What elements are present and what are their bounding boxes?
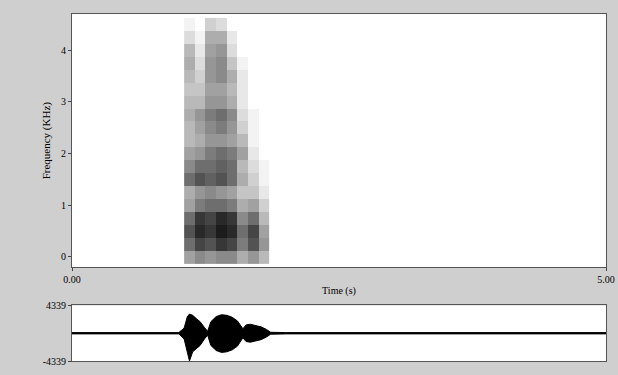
svg-text:Frequency (KHz): Frequency (KHz) [40, 102, 53, 180]
svg-text:-4339: -4339 [43, 356, 66, 367]
svg-text:0: 0 [61, 251, 66, 262]
svg-text:2: 2 [61, 148, 66, 159]
svg-text:4339: 4339 [46, 300, 66, 311]
svg-text:5.00: 5.00 [597, 274, 615, 285]
svg-text:Time (s): Time (s) [322, 285, 356, 297]
svg-text:0.00: 0.00 [63, 274, 81, 285]
svg-text:4: 4 [61, 45, 66, 56]
svg-text:1: 1 [61, 200, 66, 211]
svg-text:3: 3 [61, 96, 66, 107]
